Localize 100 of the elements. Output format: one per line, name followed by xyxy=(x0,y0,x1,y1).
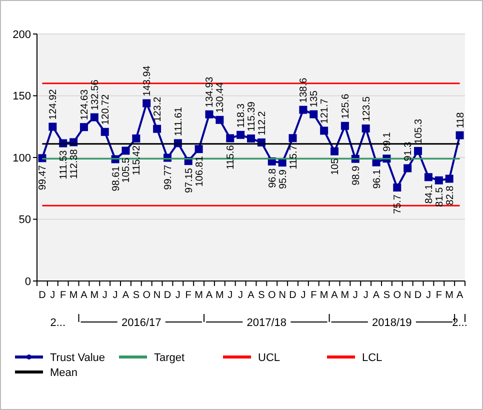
data-label: 95.9 xyxy=(278,169,289,190)
x-tick-label: N xyxy=(278,290,286,301)
data-label: 115.39 xyxy=(246,101,258,132)
y-tick-label: 150 xyxy=(12,90,31,103)
data-label: 111.61 xyxy=(173,106,184,136)
point xyxy=(288,134,297,142)
point xyxy=(48,122,57,131)
data-label: 112.38 xyxy=(69,148,80,180)
x-tick-label: A xyxy=(80,290,88,301)
data-label: 106.81 xyxy=(194,156,206,187)
text: 2017/18 xyxy=(246,317,287,329)
x-tick-label: F xyxy=(436,290,442,301)
text: 2... xyxy=(50,317,66,329)
x-tick-label: M xyxy=(216,290,224,301)
x-tick-label: M xyxy=(90,290,99,301)
y-tick-label: 0 xyxy=(24,276,31,288)
data-label: 75.7 xyxy=(392,194,404,214)
point xyxy=(310,110,318,118)
point xyxy=(320,126,328,135)
data-label: 121.7 xyxy=(320,98,331,124)
legend-label: UCL xyxy=(258,352,280,364)
point xyxy=(340,122,349,130)
x-tick-label: O xyxy=(393,290,402,301)
x-tick-label: F xyxy=(310,290,317,301)
data-label: 99.77 xyxy=(162,164,174,190)
x-tick-label: M xyxy=(194,290,203,301)
x-tick-label: J xyxy=(238,290,244,301)
x-tick-label: J xyxy=(352,290,358,301)
data-label: 132.56 xyxy=(90,79,101,110)
point xyxy=(236,130,245,139)
data-label: 99.47 xyxy=(38,164,49,190)
data-label: 134.93 xyxy=(204,76,216,108)
point xyxy=(216,116,224,124)
data-label: 105 xyxy=(330,158,342,176)
x-tick-label: A xyxy=(122,290,130,301)
data-label: 115.7 xyxy=(288,144,300,170)
x-tick-label: O xyxy=(268,290,276,301)
data-label: 124.63 xyxy=(79,89,90,120)
x-tick-label: A xyxy=(372,290,380,301)
data-label: 123.5 xyxy=(361,96,372,122)
x-tick-label: J xyxy=(175,290,180,301)
point xyxy=(445,174,454,183)
data-label: 130.44 xyxy=(215,82,226,113)
data-label: 96.1 xyxy=(372,168,383,189)
point xyxy=(132,134,140,142)
point xyxy=(153,124,162,133)
data-label: 111.53 xyxy=(58,150,70,180)
point xyxy=(122,146,130,155)
point xyxy=(80,123,88,132)
data-label: 115.6 xyxy=(226,144,237,170)
point xyxy=(362,124,370,132)
data-label: 82.8 xyxy=(444,185,456,206)
data-label: 118 xyxy=(455,112,466,128)
point xyxy=(456,131,464,140)
point xyxy=(434,176,443,184)
point xyxy=(404,164,412,172)
x-tick-label: A xyxy=(331,290,338,301)
data-label: 125.6 xyxy=(340,93,352,119)
x-tick-label: M xyxy=(445,290,454,301)
data-label: 105.3 xyxy=(414,118,425,144)
x-tick-label: J xyxy=(50,290,56,301)
data-label: 84.1 xyxy=(424,184,435,204)
point xyxy=(38,154,46,162)
x-tick-label: N xyxy=(153,290,161,301)
x-tick-label: J xyxy=(363,290,368,301)
point xyxy=(100,128,109,136)
legend-label: Mean xyxy=(50,366,78,379)
data-label: 98.9 xyxy=(350,165,362,186)
data-label: 120.72 xyxy=(100,94,112,125)
data-label: 135 xyxy=(309,90,320,108)
text: 2016/17 xyxy=(122,317,162,329)
point xyxy=(142,99,151,108)
point xyxy=(299,106,308,114)
x-tick-label: S xyxy=(132,290,140,301)
y-tick-label: 50 xyxy=(18,214,31,226)
x-tick-label: A xyxy=(206,290,213,301)
data-label: 115.42 xyxy=(132,145,143,176)
data-label: 124.92 xyxy=(48,88,60,120)
x-tick-label: O xyxy=(142,290,151,301)
data-label: 98.61 xyxy=(110,166,122,192)
x-tick-label: J xyxy=(300,290,306,301)
x-tick-label: J xyxy=(426,290,431,301)
x-tick-label: D xyxy=(164,290,172,301)
point xyxy=(414,146,422,155)
x-tick-label: D xyxy=(289,290,296,301)
data-label: 81.5 xyxy=(434,186,446,207)
point xyxy=(247,134,255,142)
data-label: 123.2 xyxy=(152,96,164,122)
point xyxy=(330,147,339,156)
x-tick-label: S xyxy=(258,290,266,301)
y-tick-label: 200 xyxy=(12,28,31,41)
text: 2... xyxy=(452,317,468,329)
data-label: 96.8 xyxy=(267,168,278,188)
x-tick-label: J xyxy=(228,290,233,301)
x-tick-label: D xyxy=(38,290,46,301)
data-label: 143.94 xyxy=(142,65,154,96)
legend-label: Target xyxy=(154,352,185,364)
x-tick-label: A xyxy=(456,290,464,301)
point xyxy=(424,173,432,182)
x-tick-label: J xyxy=(112,290,118,301)
